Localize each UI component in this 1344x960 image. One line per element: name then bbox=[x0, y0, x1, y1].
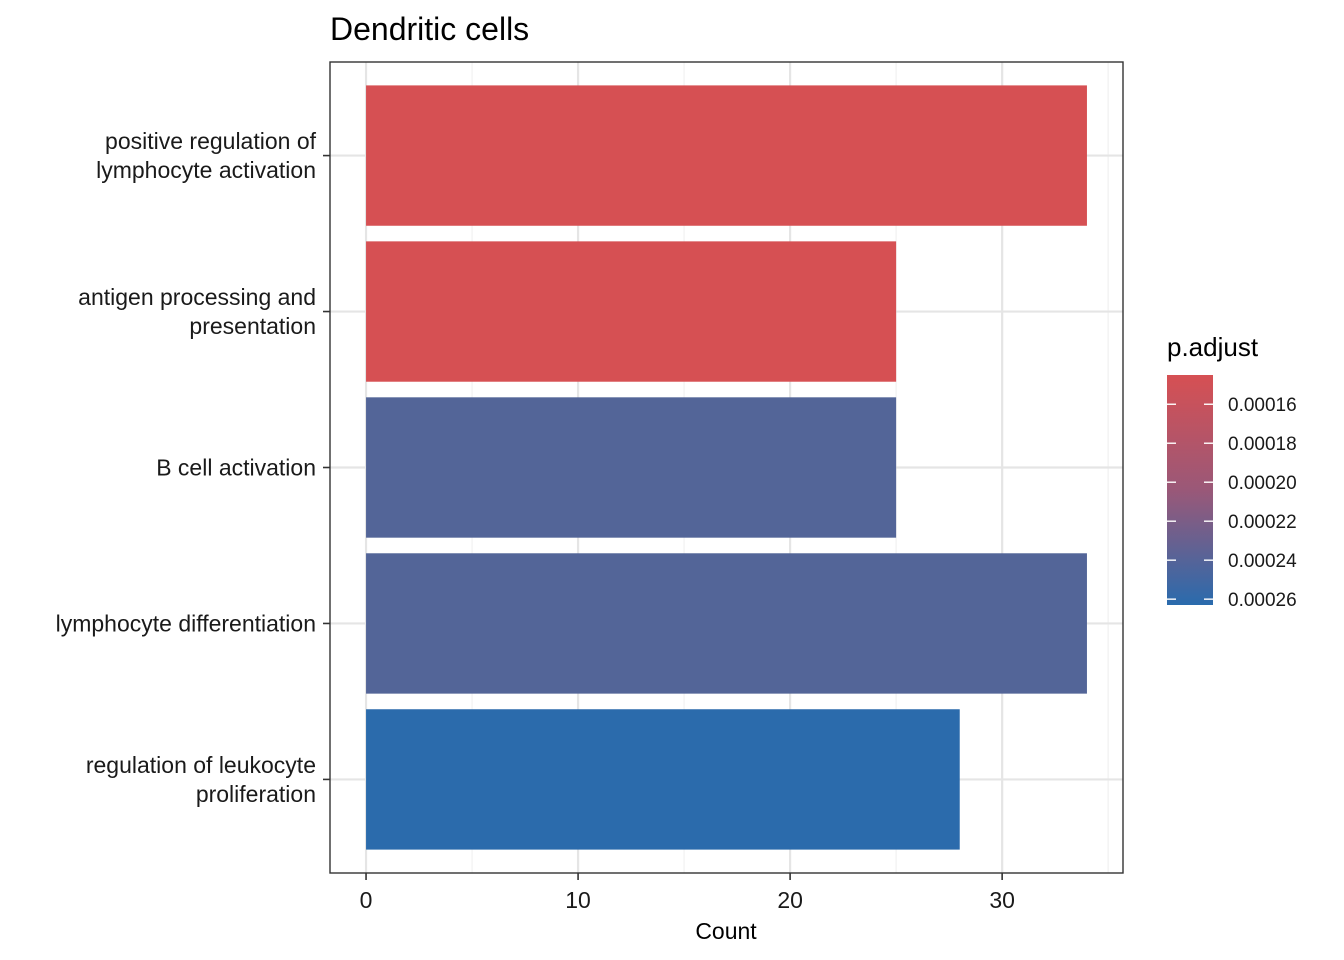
legend-tick-label: 0.00020 bbox=[1228, 473, 1297, 494]
category-label: B cell activation bbox=[156, 455, 316, 481]
bar bbox=[366, 553, 1087, 694]
chart-title: Dendritic cells bbox=[330, 11, 529, 47]
bar bbox=[366, 709, 960, 850]
legend-tick-label: 0.00016 bbox=[1228, 395, 1297, 416]
category-label: lymphocyte activation bbox=[96, 157, 316, 183]
bar bbox=[366, 85, 1087, 226]
category-label: positive regulation of bbox=[105, 128, 317, 154]
x-tick-label: 20 bbox=[777, 887, 803, 913]
bars bbox=[366, 85, 1087, 850]
y-axis: positive regulation of lymphocyte activat… bbox=[56, 128, 330, 807]
x-axis: 0 10 20 30 bbox=[360, 873, 1015, 913]
legend-tick-label: 0.00026 bbox=[1228, 590, 1297, 611]
category-label: regulation of leukocyte bbox=[86, 752, 316, 778]
legend-title: p.adjust bbox=[1167, 332, 1259, 362]
legend-tick-label: 0.00022 bbox=[1228, 512, 1297, 533]
category-label: lymphocyte differentiation bbox=[56, 610, 316, 636]
category-label: presentation bbox=[189, 313, 316, 339]
legend-colorbar bbox=[1167, 375, 1213, 605]
x-axis-title: Count bbox=[695, 918, 757, 944]
legend: p.adjust 0.00016 0.00018 0.00020 0.00022 0.0… bbox=[1167, 332, 1297, 611]
x-tick-label: 30 bbox=[989, 887, 1015, 913]
category-label: proliferation bbox=[196, 781, 316, 807]
legend-tick-label: 0.00018 bbox=[1228, 434, 1297, 455]
bar bbox=[366, 397, 897, 538]
category-label: antigen processing and bbox=[78, 284, 316, 310]
legend-tick-label: 0.00024 bbox=[1228, 551, 1297, 572]
x-tick-label: 0 bbox=[360, 887, 373, 913]
x-tick-label: 10 bbox=[565, 887, 591, 913]
bar bbox=[366, 241, 897, 382]
